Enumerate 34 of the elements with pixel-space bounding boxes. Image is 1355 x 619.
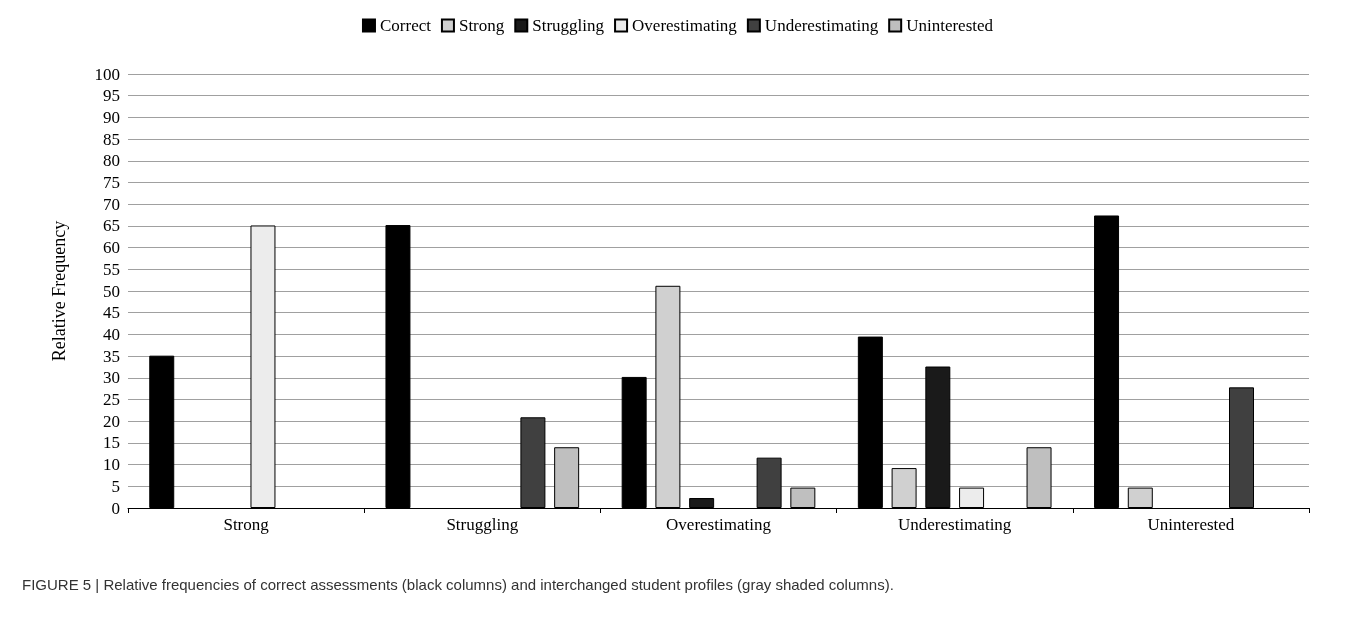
legend-label: Overestimating — [632, 16, 738, 35]
y-tick-label: 100 — [94, 64, 120, 84]
y-tick-label: 50 — [103, 281, 120, 301]
y-tick-label: 85 — [103, 129, 120, 149]
y-tick-label: 5 — [111, 476, 120, 496]
legend-label: Underestimating — [764, 16, 879, 35]
legend-label: Uninterested — [906, 16, 994, 35]
y-tick-label: 30 — [103, 368, 120, 388]
y-tick-label: 55 — [103, 259, 120, 279]
x-tick-label: Underestimating — [898, 515, 1012, 534]
legend-label: Struggling — [532, 16, 605, 35]
y-tick-label: 0 — [111, 498, 120, 518]
y-tick-label: 15 — [103, 433, 120, 453]
y-tick-label: 95 — [103, 86, 120, 106]
y-tick-label: 35 — [103, 346, 120, 366]
y-tick-label: 20 — [103, 411, 120, 431]
y-tick-label: 60 — [103, 238, 120, 258]
legend-label: Correct — [379, 16, 432, 35]
x-tick-label: Strong — [223, 515, 270, 534]
legend-label: Strong — [458, 16, 505, 35]
x-tick-label: Uninterested — [1147, 515, 1235, 534]
y-tick-label: 90 — [103, 107, 120, 127]
y-tick-label: 80 — [103, 151, 120, 171]
caption: FIGURE 5 | Relative frequencies of correct assessments (black columns) and interchanged student profiles (gray shaded columns). — [22, 576, 894, 593]
y-tick-label: 45 — [103, 303, 120, 323]
y-tick-label: 10 — [103, 455, 120, 475]
y-tick-label: 40 — [103, 324, 120, 344]
x-tick-label: Overestimating — [666, 515, 772, 534]
y-tick-label: 75 — [103, 173, 120, 192]
y-tick-label: 25 — [103, 390, 120, 409]
y-tick-label: 70 — [103, 194, 120, 214]
y-axis-title: Relative Frequency — [49, 220, 69, 362]
y-tick-label: 65 — [103, 216, 120, 236]
x-tick-label: Struggling — [446, 515, 519, 534]
